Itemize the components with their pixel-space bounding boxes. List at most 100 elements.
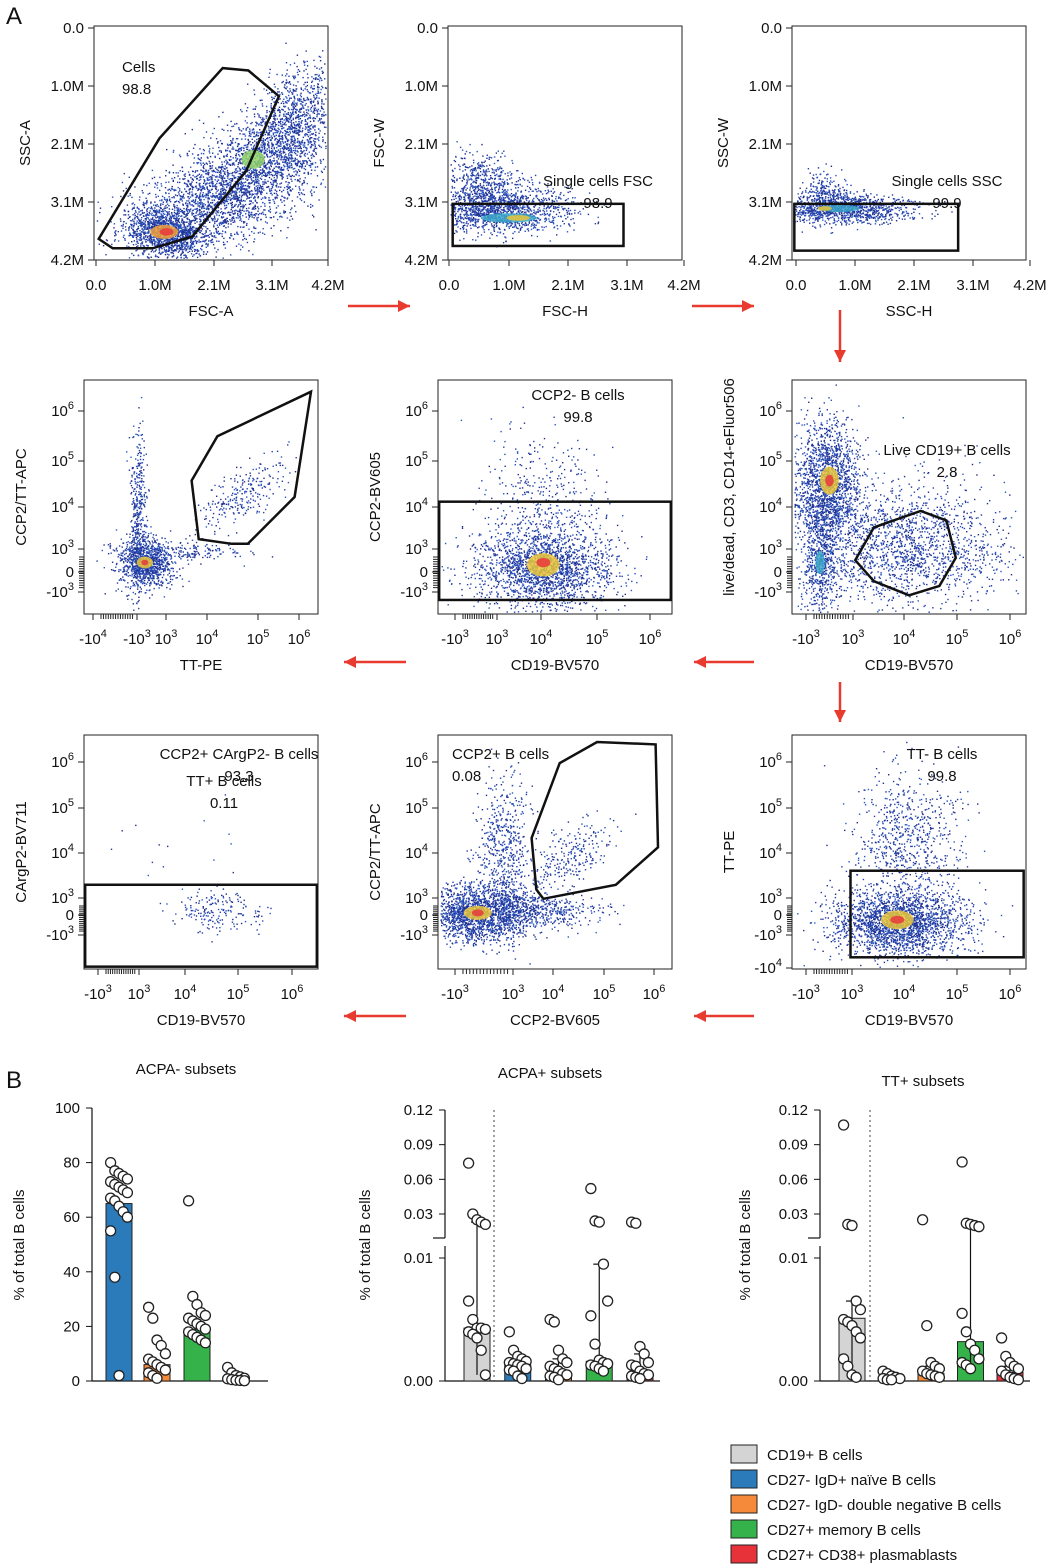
event-dot bbox=[205, 131, 208, 133]
event-dot bbox=[285, 181, 287, 183]
event-dot bbox=[321, 85, 323, 87]
event-dot bbox=[289, 219, 291, 221]
event-dot bbox=[202, 240, 204, 243]
event-dot bbox=[279, 138, 281, 140]
event-dot bbox=[230, 159, 232, 161]
event-dot bbox=[151, 241, 154, 244]
event-dot bbox=[239, 217, 241, 219]
event-dot bbox=[129, 233, 132, 235]
event-dot bbox=[285, 96, 287, 98]
event-dot bbox=[313, 94, 315, 97]
event-dot bbox=[192, 219, 195, 221]
event-dot bbox=[147, 225, 149, 227]
event-dot bbox=[298, 161, 300, 163]
event-dot bbox=[297, 123, 299, 125]
event-dot bbox=[189, 228, 191, 230]
event-dot bbox=[188, 250, 191, 253]
event-dot bbox=[321, 103, 323, 105]
event-dot bbox=[160, 185, 163, 187]
event-dot bbox=[195, 195, 198, 197]
event-dot bbox=[226, 197, 228, 200]
event-dot bbox=[180, 195, 182, 198]
event-dot bbox=[230, 234, 232, 237]
event-dot bbox=[244, 120, 247, 122]
event-dot bbox=[201, 245, 203, 247]
event-dot bbox=[269, 192, 272, 195]
event-dot bbox=[188, 221, 191, 223]
event-dot bbox=[261, 149, 263, 151]
event-dot bbox=[183, 193, 185, 196]
event-dot bbox=[136, 233, 138, 236]
event-dot bbox=[296, 115, 298, 117]
event-dot bbox=[248, 135, 250, 137]
event-dot bbox=[122, 223, 124, 226]
event-dot bbox=[166, 219, 168, 221]
event-dot bbox=[142, 201, 145, 204]
event-dot bbox=[288, 81, 291, 83]
event-dot bbox=[253, 89, 255, 91]
event-dot bbox=[223, 187, 225, 189]
event-dot bbox=[289, 165, 291, 167]
event-dot bbox=[141, 238, 143, 240]
event-dot bbox=[287, 134, 289, 136]
event-dot bbox=[242, 194, 244, 196]
event-dot bbox=[200, 159, 202, 162]
event-dot bbox=[138, 220, 141, 222]
event-dot bbox=[260, 205, 262, 208]
event-dot bbox=[215, 228, 217, 230]
event-dot bbox=[237, 206, 239, 208]
event-dot bbox=[282, 127, 284, 130]
event-dot bbox=[304, 177, 306, 179]
event-dot bbox=[280, 159, 282, 161]
event-dot bbox=[323, 122, 325, 125]
event-dot bbox=[242, 204, 244, 206]
event-dot bbox=[234, 168, 237, 170]
event-dot bbox=[153, 214, 155, 216]
event-dot bbox=[209, 240, 212, 242]
event-dot bbox=[276, 183, 278, 185]
event-dot bbox=[317, 128, 320, 130]
event-dot bbox=[247, 138, 249, 141]
event-dot bbox=[169, 215, 171, 217]
event-dot bbox=[282, 100, 284, 103]
event-dot bbox=[129, 216, 131, 218]
event-dot bbox=[280, 171, 282, 173]
gate-name: Cells bbox=[122, 59, 155, 76]
event-dot bbox=[213, 185, 215, 188]
event-dot bbox=[259, 166, 262, 168]
event-dot bbox=[234, 196, 236, 199]
event-dot bbox=[250, 122, 252, 125]
event-dot bbox=[284, 197, 286, 199]
event-dot bbox=[149, 235, 151, 237]
event-dot bbox=[254, 188, 256, 190]
event-dot bbox=[244, 138, 247, 140]
event-dot bbox=[203, 240, 205, 242]
event-dot bbox=[190, 176, 192, 179]
event-dot bbox=[137, 245, 139, 247]
event-dot bbox=[318, 199, 320, 201]
event-dot bbox=[301, 163, 304, 165]
event-dot bbox=[294, 76, 297, 79]
event-dot bbox=[219, 184, 222, 186]
event-dot bbox=[182, 204, 184, 206]
event-dot bbox=[180, 241, 183, 243]
event-dot bbox=[211, 188, 213, 190]
event-dot bbox=[247, 191, 249, 193]
event-dot bbox=[201, 188, 204, 190]
event-dot bbox=[186, 241, 189, 244]
event-dot bbox=[297, 74, 299, 76]
event-dot bbox=[150, 236, 153, 239]
event-dot bbox=[320, 183, 322, 186]
event-dot bbox=[163, 198, 166, 201]
event-dot bbox=[199, 212, 201, 214]
event-dot bbox=[319, 110, 322, 112]
event-dot bbox=[171, 177, 173, 180]
event-dot bbox=[137, 235, 139, 237]
event-dot bbox=[260, 185, 262, 188]
event-dot bbox=[184, 229, 186, 231]
event-dot bbox=[280, 155, 282, 157]
event-dot bbox=[305, 133, 307, 135]
event-dot bbox=[158, 221, 160, 223]
event-dot bbox=[205, 226, 207, 228]
event-dot bbox=[280, 157, 282, 159]
